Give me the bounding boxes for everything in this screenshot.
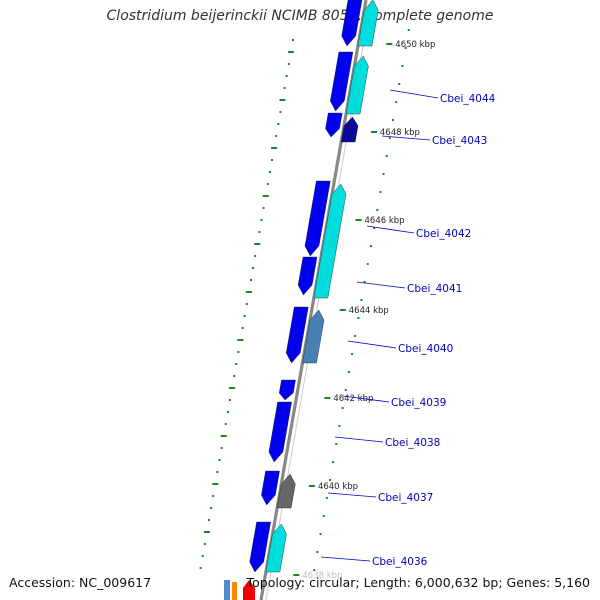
- gene-arrow: [340, 116, 359, 143]
- gene-arrow: [261, 470, 280, 506]
- kbp-label: 4646 kbp: [365, 216, 405, 226]
- accession-text: Accession: NC_009617: [9, 575, 152, 590]
- gc-tick-track: [199, 29, 410, 571]
- gene-label[interactable]: Cbei_4043: [432, 135, 487, 147]
- gene-arrow: [297, 256, 318, 296]
- gene-label-leader: [327, 492, 377, 498]
- kbp-label: 4640 kbp: [318, 482, 358, 492]
- gene-label-leader: [389, 89, 439, 99]
- gene-label[interactable]: Cbei_4037: [378, 492, 433, 504]
- gene-label-leader: [334, 436, 384, 443]
- kbp-scale: 4650 kbp 4648 kbp 4646 kbp 4644 kbp 4642…: [293, 40, 435, 581]
- kbp-label: 4644 kbp: [349, 306, 389, 316]
- kbp-label: 4648 kbp: [380, 128, 420, 138]
- gene-arrow: [249, 521, 271, 573]
- gene-arrow: [279, 379, 296, 401]
- gene-label[interactable]: Cbei_4038: [385, 437, 440, 449]
- gene-label[interactable]: Cbei_4044: [440, 93, 496, 105]
- gene-arrow: [357, 0, 379, 47]
- gene-arrow: [268, 401, 292, 463]
- gene-arrow: [341, 0, 363, 47]
- gene-fragment: [224, 580, 230, 600]
- genome-info-text: Topology: circular; Length: 6,000,632 bp…: [246, 575, 590, 590]
- gene-arrow: [265, 523, 287, 573]
- gene-label-leader: [366, 225, 415, 234]
- gene-label-leader: [347, 340, 397, 349]
- kbp-label: 4638 kbp: [302, 571, 342, 581]
- gene-label-leader: [356, 281, 406, 289]
- gene-label-leader: [320, 556, 371, 562]
- kbp-label: 4642 kbp: [333, 394, 373, 404]
- gene-label[interactable]: Cbei_4042: [416, 228, 471, 240]
- gene-arrow: [304, 180, 331, 257]
- gene-fragment: [232, 582, 237, 600]
- gene-label-leader: [381, 135, 431, 141]
- gene-arrow: [313, 183, 347, 299]
- gene-label[interactable]: Cbei_4039: [391, 397, 446, 409]
- gene-label[interactable]: Cbei_4041: [407, 283, 462, 295]
- gene-arrow: [302, 309, 325, 364]
- gene-label[interactable]: Cbei_4036: [372, 556, 428, 568]
- gene-fragment: [243, 580, 255, 600]
- gene-label[interactable]: Cbei_4040: [398, 343, 453, 355]
- gene-arrow: [330, 51, 354, 112]
- kbp-label: 4650 kbp: [395, 40, 435, 50]
- genome-title: Clostridium beijerinckii NCIMB 8052, com…: [106, 8, 494, 24]
- gene-arrow: [345, 55, 369, 115]
- gene-label-leader: [342, 395, 390, 403]
- gene-arrow: [325, 112, 343, 138]
- gene-track: [224, 0, 379, 600]
- gene-label-track: Cbei_4044 Cbei_4043 Cbei_4042 Cbei_4041 …: [320, 89, 496, 568]
- gene-arrow: [286, 306, 309, 364]
- gene-arrow: [276, 473, 296, 509]
